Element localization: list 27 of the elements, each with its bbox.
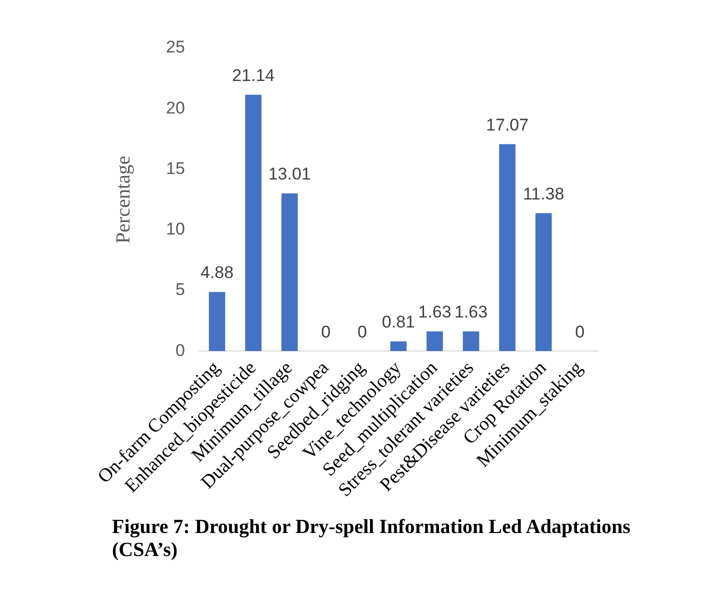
bar — [281, 193, 298, 352]
data-label: 4.88 — [200, 263, 234, 282]
data-label: 21.14 — [232, 66, 275, 85]
data-label: 11.38 — [522, 184, 564, 204]
y-tick-label: 10 — [166, 220, 185, 239]
data-label: 1.63 — [418, 302, 452, 322]
y-tick-label: 0 — [175, 340, 185, 360]
bar — [535, 213, 552, 352]
bar — [245, 94, 262, 352]
bar — [426, 331, 443, 352]
y-tick-label: 5 — [175, 280, 185, 300]
text: Figure 7: Drought or Dry-spell Information Led Adaptations (CSA’s) — [112, 516, 632, 562]
y-tick-label: 25 — [166, 38, 185, 57]
data-label: 0.81 — [382, 312, 415, 332]
data-label: 0 — [321, 322, 331, 342]
data-label: 0 — [575, 322, 585, 342]
bar — [208, 292, 226, 352]
data-label: 1.63 — [454, 302, 488, 322]
bar — [462, 331, 480, 352]
y-tick-label: 15 — [166, 158, 185, 178]
y-tick-label: 20 — [166, 98, 185, 118]
data-label: 13.01 — [268, 164, 311, 184]
bar — [499, 144, 516, 352]
y-axis-title: Percentage — [112, 156, 134, 244]
data-label: 17.07 — [486, 115, 529, 134]
bar — [390, 341, 407, 352]
data-label: 0 — [357, 322, 367, 342]
